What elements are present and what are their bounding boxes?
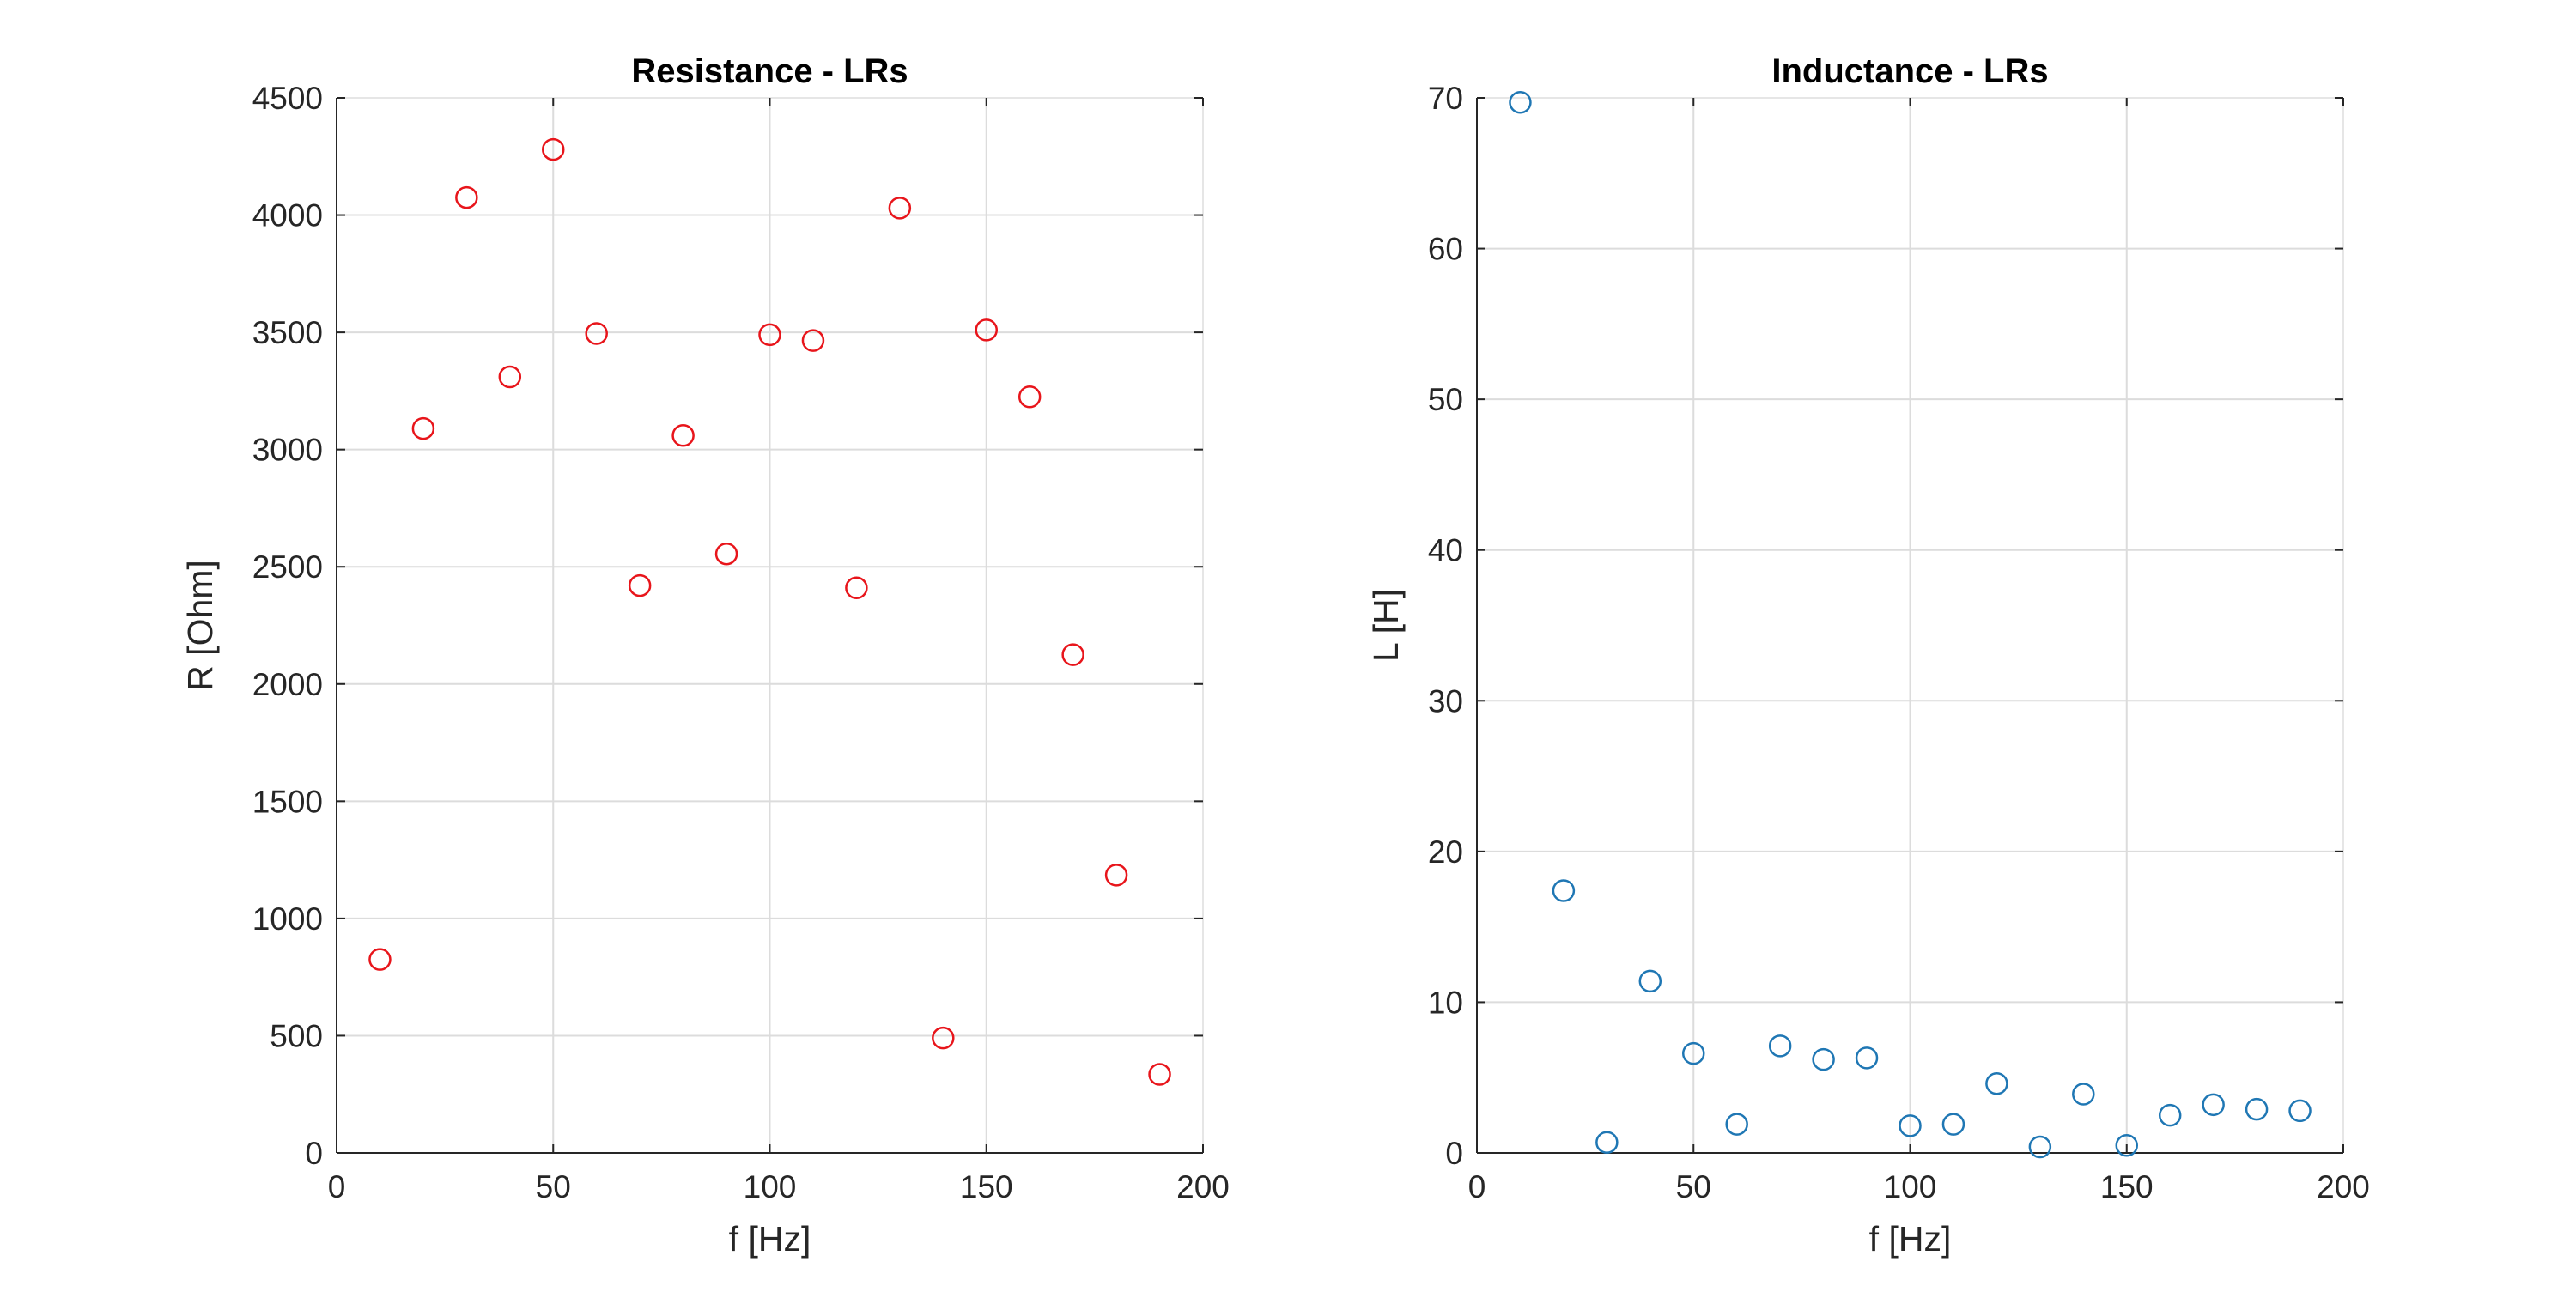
data-point	[758, 323, 781, 347]
y-tick-label: 50	[1428, 382, 1463, 417]
y-tick-label: 4500	[252, 81, 323, 116]
y-tick-label: 0	[305, 1136, 323, 1171]
chart-title: Resistance - LRs	[631, 52, 908, 90]
x-tick-label: 200	[1176, 1169, 1230, 1204]
y-tick-label: 3000	[252, 433, 323, 468]
data-point	[1985, 1071, 2008, 1095]
y-tick-label: 2500	[252, 549, 323, 585]
data-point	[1061, 643, 1084, 666]
x-tick-label: 100	[1884, 1169, 1937, 1204]
y-tick-label: 20	[1428, 834, 1463, 870]
y-tick-label: 500	[270, 1018, 323, 1053]
data-point	[498, 365, 522, 389]
y-axis-label: L [H]	[1366, 589, 1406, 662]
data-point	[1148, 1063, 1171, 1086]
data-point	[2158, 1103, 2182, 1127]
data-point	[1104, 864, 1128, 887]
x-axis-label: f [Hz]	[729, 1219, 811, 1259]
y-tick-label: 0	[1445, 1136, 1463, 1171]
y-tick-label: 3500	[252, 315, 323, 350]
x-tick-label: 100	[744, 1169, 797, 1204]
data-point	[1509, 91, 1532, 114]
y-tick-label: 30	[1428, 683, 1463, 719]
x-tick-label: 50	[1676, 1169, 1711, 1204]
x-axis-label: f [Hz]	[1869, 1219, 1952, 1259]
data-point	[1638, 969, 1662, 993]
x-tick-label: 200	[2317, 1169, 2370, 1204]
data-point	[671, 424, 695, 447]
data-point	[542, 137, 565, 161]
y-tick-label: 60	[1428, 232, 1463, 267]
y-tick-label: 70	[1428, 81, 1463, 116]
data-point	[1768, 1034, 1792, 1058]
data-point	[411, 416, 435, 440]
data-point	[455, 185, 478, 209]
data-point	[1855, 1046, 1879, 1070]
data-point	[932, 1026, 955, 1050]
data-point	[2245, 1097, 2269, 1121]
x-tick-label: 50	[536, 1169, 571, 1204]
data-point	[1725, 1113, 1748, 1136]
data-point	[845, 576, 868, 600]
chart-title: Inductance - LRs	[1771, 52, 2048, 90]
data-point	[368, 948, 392, 971]
data-point	[585, 322, 608, 345]
inductance-chart: 0 50 100 150 200 0 10 20 30 40 50 60 70 Inductance - …	[1366, 52, 2370, 1259]
data-point	[628, 573, 652, 597]
data-point	[1682, 1041, 1705, 1065]
y-tick-label: 10	[1428, 985, 1463, 1020]
y-tick-label: 4000	[252, 198, 323, 234]
data-point	[1552, 879, 1576, 902]
resistance-chart: 0 50 100 150 2000500100015002000250030003500…	[180, 52, 1230, 1259]
data-point	[1595, 1131, 1619, 1154]
data-point	[2288, 1099, 2312, 1123]
y-tick-label: 2000	[252, 667, 323, 702]
x-tick-label: 150	[2100, 1169, 2154, 1204]
data-point	[1018, 385, 1042, 409]
data-point	[714, 542, 738, 566]
data-point	[2028, 1135, 2052, 1159]
x-tick-label: 0	[328, 1169, 346, 1204]
y-tick-label: 1500	[252, 784, 323, 819]
data-point	[975, 318, 998, 342]
data-point	[2072, 1083, 2095, 1106]
data-point	[1812, 1047, 1835, 1071]
y-tick-label: 1000	[252, 901, 323, 937]
y-tick-label: 40	[1428, 533, 1463, 568]
data-point	[888, 197, 912, 220]
x-tick-label: 150	[960, 1169, 1013, 1204]
data-point	[1941, 1113, 1965, 1136]
data-point	[801, 329, 825, 352]
data-point	[1899, 1114, 1922, 1137]
data-point	[2202, 1093, 2225, 1117]
x-tick-label: 0	[1468, 1169, 1486, 1204]
data-point	[2115, 1133, 2138, 1157]
y-axis-label: R [Ohm]	[180, 560, 220, 691]
